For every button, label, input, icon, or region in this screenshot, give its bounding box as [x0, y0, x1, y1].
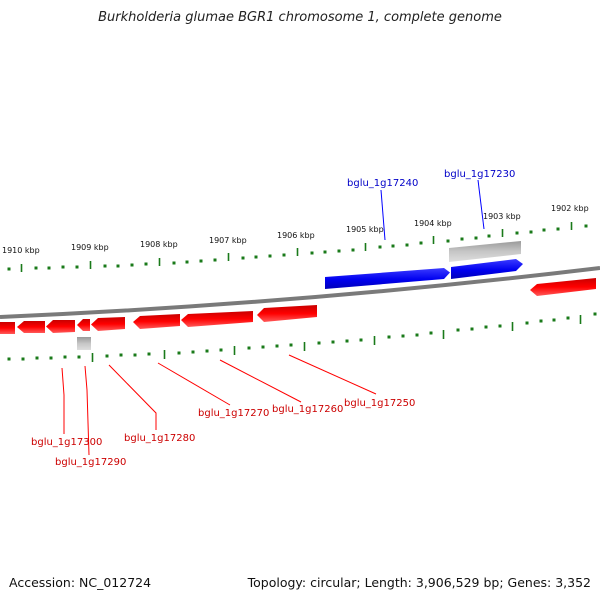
leader-bglu_1g17290 — [84, 365, 90, 456]
scale-label-1907: 1907 kbp — [209, 236, 247, 245]
gene-label-bglu_1g17270[interactable]: bglu_1g17270 — [198, 408, 269, 419]
genome-backbone — [0, 266, 600, 319]
gene-arrow-bglu_1g17290[interactable] — [77, 319, 90, 331]
scale-label-1910: 1910 kbp — [2, 246, 40, 255]
gene-label-bglu_1g17300[interactable]: bglu_1g17300 — [31, 437, 102, 448]
gene-arrow-bglu_1g17250[interactable] — [257, 305, 317, 322]
scale-label-1903: 1903 kbp — [483, 212, 521, 221]
gene-arrow-bglu_1g17260[interactable] — [181, 311, 253, 327]
scale-label-1908: 1908 kbp — [140, 240, 178, 249]
leader-bglu_1g17300 — [61, 367, 65, 434]
leader-bglu_1g17230 — [477, 179, 485, 230]
gene-arrow-bglu_1g17270[interactable] — [133, 314, 180, 329]
scale-label-1904: 1904 kbp — [414, 219, 452, 228]
accession-text: Accession: NC_012724 — [9, 575, 152, 590]
gene-label-bglu_1g17250[interactable]: bglu_1g17250 — [344, 398, 415, 409]
map-title: Burkholderia glumae BGR1 chromosome 1, c… — [98, 10, 502, 25]
gene-arrow-bglu_1g17300[interactable] — [46, 320, 75, 333]
gene-arrow-edge-left[interactable] — [0, 322, 15, 334]
leader-bglu_1g17250 — [288, 354, 377, 395]
leader-bglu_1g17280 — [108, 364, 157, 430]
reverse-scale-ticks — [7, 312, 597, 362]
scale-label-1902: 1902 kbp — [551, 204, 589, 213]
gene-label-bglu_1g17290[interactable]: bglu_1g17290 — [55, 457, 126, 468]
leader-bglu_1g17270 — [157, 362, 231, 406]
forward-scale-ticks — [7, 222, 588, 272]
pseudogene-bglu_1g17230[interactable] — [449, 241, 521, 262]
scale-label-1909: 1909 kbp — [71, 243, 109, 252]
leader-bglu_1g17240 — [380, 189, 386, 241]
gene-arrow-bglu_1g17230[interactable] — [451, 259, 523, 279]
gene-arrow-bglu_1g17280[interactable] — [91, 317, 125, 331]
gene-label-bglu_1g17260[interactable]: bglu_1g17260 — [272, 404, 343, 415]
topology-text: Topology: circular; Length: 3,906,529 bp… — [247, 575, 591, 590]
gene-label-bglu_1g17230[interactable]: bglu_1g17230 — [444, 169, 515, 180]
gene-label-bglu_1g17240[interactable]: bglu_1g17240 — [347, 178, 418, 189]
scale-label-1905: 1905 kbp — [346, 225, 384, 234]
leader-bglu_1g17260 — [219, 359, 302, 403]
pseudogene-bglu_1g17290[interactable] — [77, 337, 91, 350]
gene-arrow-edge-right[interactable] — [530, 278, 596, 296]
gene-arrow-neighbor-left[interactable] — [17, 321, 45, 333]
gene-arrow-bglu_1g17240[interactable] — [325, 268, 450, 289]
scale-label-1906: 1906 kbp — [277, 231, 315, 240]
gene-label-bglu_1g17280[interactable]: bglu_1g17280 — [124, 433, 195, 444]
